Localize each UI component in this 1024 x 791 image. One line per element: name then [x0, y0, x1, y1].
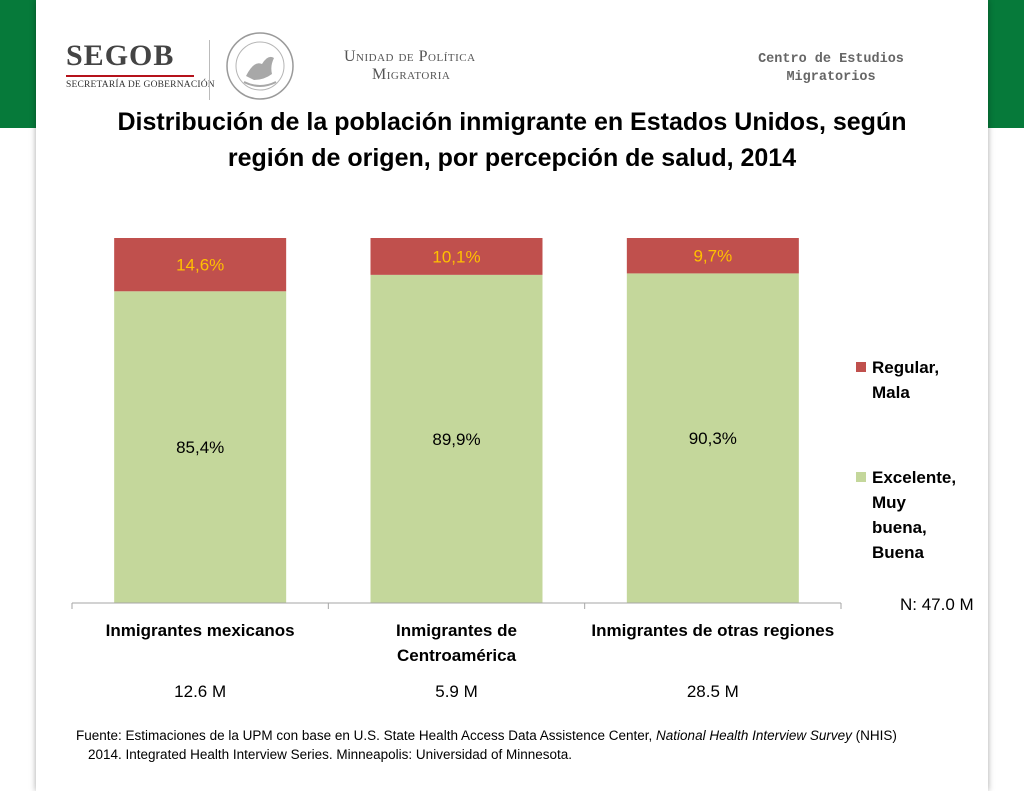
legend-label-good: Excelente, Muy buena, Buena	[872, 468, 956, 562]
data-label-bad-1: 14,6%	[176, 256, 224, 275]
legend-label-bad: Regular, Mala	[872, 358, 939, 402]
center-name: Centro de Estudios Migratorios	[736, 51, 926, 87]
data-label-good-1: 85,4%	[176, 438, 224, 457]
data-label-bad-3: 9,7%	[693, 247, 732, 266]
bar-good-3	[626, 273, 799, 603]
mexican-seal-icon	[226, 32, 294, 100]
green-band-left	[0, 0, 36, 128]
category-label-3: Inmigrantes de otras regiones	[591, 621, 834, 640]
source-italic: National Health Interview Survey	[656, 728, 852, 743]
chart-title: Distribución de la población inmigrante …	[117, 108, 907, 172]
logo-separator	[209, 40, 210, 100]
source-suffix: (NHIS)	[851, 728, 897, 743]
population-label-2: 5.9 M	[435, 682, 478, 701]
segob-wordmark: SEGOB	[66, 39, 175, 72]
center-line2: Migratorios	[786, 70, 876, 85]
bar-good-1	[114, 291, 287, 603]
category-label-1: Inmigrantes mexicanos	[106, 621, 295, 640]
stacked-bar-chart: 85,4% 14,6% Inmigrantes mexicanos 12.6 M 89,…	[71, 238, 974, 701]
center-line1: Centro de Estudios	[758, 52, 904, 67]
bar-bad-2	[370, 238, 543, 275]
population-label-1: 12.6 M	[174, 682, 226, 701]
green-band-right	[988, 0, 1024, 128]
unit-name: Unidad de Política Migratoria	[344, 48, 476, 84]
source-note: Fuente: Estimaciones de la UPM con base …	[76, 726, 952, 764]
segob-logo: SEGOB SECRETARÍA DE GOBERNACIÓN	[66, 40, 216, 90]
total-label: N: 47.0 M	[900, 595, 974, 614]
bar-bad-3	[626, 238, 799, 274]
unit-line2: Migratoria	[372, 66, 451, 83]
legend-swatch-good	[856, 472, 866, 482]
data-label-good-3: 90,3%	[689, 429, 737, 448]
unit-line1: Unidad de Política	[344, 48, 476, 65]
legend-swatch-bad	[856, 362, 866, 372]
segob-subtitle: SECRETARÍA DE GOBERNACIÓN	[66, 80, 215, 90]
data-label-good-2: 89,9%	[432, 430, 480, 449]
segob-rule	[66, 75, 194, 77]
data-label-bad-2: 10,1%	[432, 247, 480, 266]
bar-bad-1	[114, 238, 287, 292]
source-line2: 2014. Integrated Health Interview Series…	[88, 747, 573, 762]
source-prefix: Fuente: Estimaciones de la UPM con base …	[76, 728, 657, 743]
slide: SEGOB SECRETARÍA DE GOBERNACIÓN Unidad d…	[36, 0, 988, 791]
bar-good-2	[370, 274, 543, 603]
population-label-3: 28.5 M	[687, 682, 739, 701]
category-label-2: Inmigrantes de Centroamérica	[396, 621, 517, 665]
